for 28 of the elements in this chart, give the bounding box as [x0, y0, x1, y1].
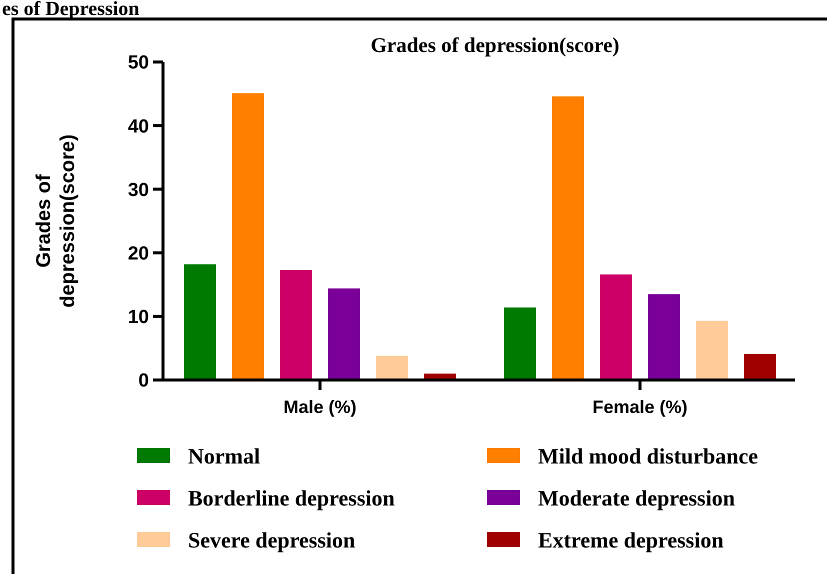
- y-tick-label: 20: [128, 243, 149, 264]
- chart-title: Grades of depression(score): [370, 33, 620, 57]
- y-tick-label: 50: [128, 52, 149, 74]
- bar: [744, 354, 776, 380]
- bar: [328, 288, 360, 380]
- bar: [232, 93, 264, 380]
- x-tick-label: Female (%): [592, 397, 688, 417]
- bar: [376, 356, 408, 380]
- bar: [600, 274, 632, 380]
- text: es of Depression: [2, 0, 140, 20]
- bar: [552, 96, 584, 380]
- y-tick-label: 10: [128, 307, 149, 328]
- legend-label: Moderate depression: [538, 486, 735, 511]
- y-tick-label: 30: [128, 180, 149, 201]
- bar: [184, 264, 216, 380]
- bar: [696, 320, 728, 380]
- y-tick-label: 0: [138, 370, 149, 392]
- x-tick-label: Male (%): [283, 397, 357, 417]
- bar: [280, 270, 312, 380]
- legend-label: Severe depression: [188, 528, 356, 553]
- legend-label: Mild mood disturbance: [538, 444, 758, 469]
- y-axis-title: Grades of depression(score): [33, 134, 79, 308]
- legend-label: Borderline depression: [188, 486, 395, 511]
- legend-label: Normal: [188, 444, 260, 469]
- legend-label: Extreme depression: [538, 528, 724, 553]
- bar: [648, 294, 680, 380]
- bar: [504, 307, 536, 380]
- y-tick-label: 40: [128, 116, 149, 138]
